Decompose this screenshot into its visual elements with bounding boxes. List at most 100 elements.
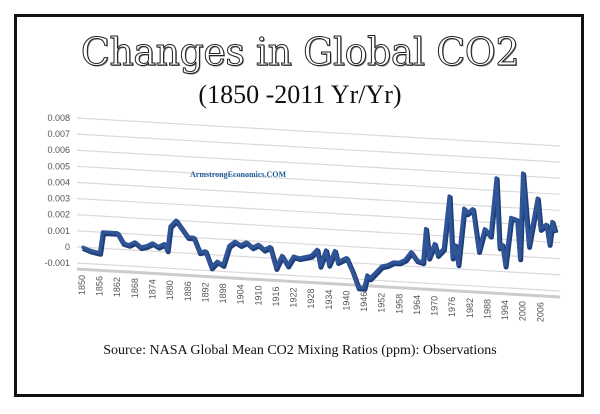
gridline [76,165,561,195]
data-point [163,242,166,245]
data-point [545,223,547,226]
data-point [357,286,359,289]
source-note: Source: NASA Global Mean CO2 Mixing Rati… [103,343,497,358]
y-tick-label: 0.001 [47,226,70,236]
x-tick-label: 1964 [412,295,422,315]
data-point [495,177,498,179]
data-point [518,257,521,260]
data-point [551,220,553,223]
data-point [263,248,265,251]
x-tick-label: 1976 [447,297,457,317]
data-point [280,254,283,257]
x-tick-label: 1916 [271,286,281,306]
x-tick-label: 1850 [77,275,87,295]
data-point [257,243,260,246]
gridline [76,149,561,179]
data-point [466,212,468,215]
data-point [410,251,412,253]
data-point [392,261,395,263]
data-point [319,265,321,267]
data-point [192,236,195,239]
x-tick-label: 1904 [236,284,246,304]
data-point [471,207,474,210]
x-tick-label: 1940 [341,291,351,311]
x-tick-label: 1910 [253,285,263,305]
data-point [98,251,101,254]
data-point [233,240,236,243]
y-tick-label: 0.008 [47,113,70,123]
data-point [166,249,168,252]
data-point [122,242,124,244]
data-point [363,286,365,289]
gridline [76,197,561,228]
data-point [157,245,160,248]
data-point [386,264,389,266]
data-point [427,256,430,259]
chart-subtitle: (1850 -2011 Yr/Yr) [198,80,402,109]
data-point [181,227,183,230]
data-point [116,232,119,234]
data-point [504,264,506,267]
x-tick-label: 1958 [394,294,404,314]
x-tick-label: 1952 [377,293,387,313]
data-point [228,245,230,247]
x-tick-label: 1946 [359,292,369,312]
data-point [436,254,439,256]
chart-frame [14,14,584,397]
data-point [90,249,92,252]
data-point [424,227,427,230]
x-tick-label: 1898 [218,283,228,303]
data-point [380,265,383,268]
data-point [463,207,465,210]
x-tick-label: 2000 [518,301,528,321]
data-point [251,246,254,249]
x-tick-label: 1868 [130,278,140,298]
x-tick-label: 1970 [430,296,440,316]
x-tick-label: 1856 [95,276,105,296]
data-point [483,228,486,230]
data-point [521,172,524,174]
y-tick-label: 0.005 [47,161,70,171]
data-point [175,219,177,222]
data-point [369,277,371,280]
x-tick-label: 1874 [148,279,158,299]
data-point [325,249,327,251]
data-point [548,243,550,245]
data-point [489,234,492,237]
data-point [304,256,307,258]
gridline [76,133,561,163]
data-point [239,244,242,246]
y-tick-label: 0 [65,242,70,252]
data-point [269,245,271,248]
data-point [145,245,148,247]
gridline [76,117,561,147]
x-tick-label: 1934 [324,290,334,310]
x-tick-label: 1892 [200,282,210,302]
x-tick-label: 1880 [165,280,175,300]
data-point [81,246,83,248]
data-point [398,261,401,264]
data-point [451,256,453,259]
data-point [292,255,295,257]
data-point [336,261,339,263]
data-point [204,250,207,252]
data-point [134,241,136,243]
data-point [286,264,289,267]
y-tick-label: 0.007 [47,129,70,139]
data-point [510,216,512,219]
y-tick-label: -0.001 [44,258,70,268]
data-point [222,264,224,266]
y-tick-label: 0.002 [47,210,70,220]
data-point [316,248,318,251]
x-tick-label: 2006 [535,302,545,322]
data-point [416,259,418,262]
data-point [442,248,445,250]
gridline [76,181,561,212]
data-point [169,225,171,228]
data-point [298,257,301,259]
data-point [345,256,348,259]
data-point [128,244,130,246]
data-point [275,267,277,269]
y-tick-label: 0.003 [47,194,70,204]
